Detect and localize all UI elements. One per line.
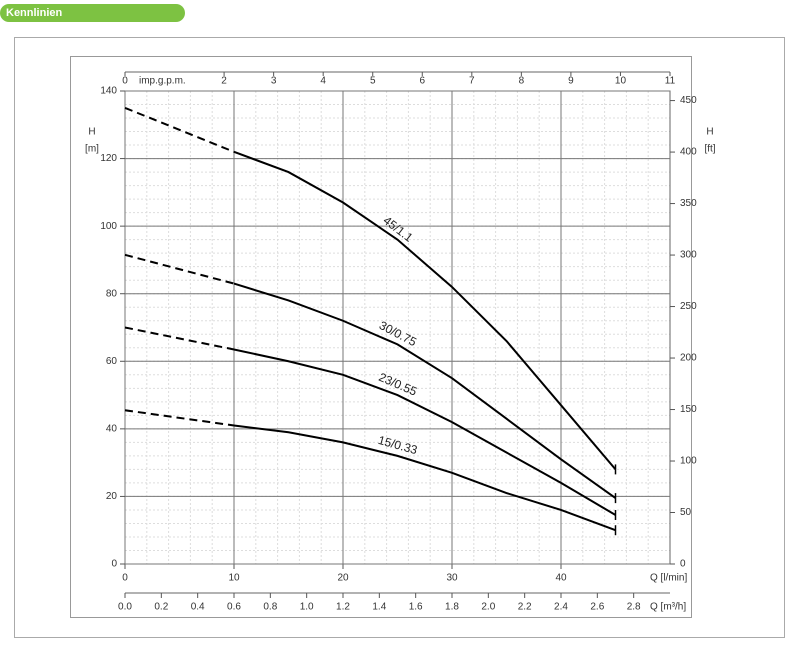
x2-tick-label: 2.8 (627, 602, 641, 613)
y2-tick-label: 250 (680, 301, 697, 312)
x2-tick-label: 2.0 (481, 602, 495, 613)
x2-tick-label: 0.6 (227, 602, 241, 613)
y-tick-label: 0 (111, 559, 117, 570)
curve-extrapolated (124, 106, 235, 153)
y-axis-label: H (88, 127, 95, 138)
x-tick-label: 30 (446, 573, 458, 584)
x3-tick-label: 6 (419, 76, 425, 87)
y2-tick-label: 300 (680, 250, 697, 261)
curve (233, 424, 616, 532)
y-tick-label: 140 (100, 86, 117, 97)
y2-tick-label: 350 (680, 198, 697, 209)
y-tick-label: 60 (106, 356, 118, 367)
y2-tick-label: 200 (680, 353, 697, 364)
x3-tick-label: 7 (469, 76, 475, 87)
x3-tick-label: 3 (271, 76, 277, 87)
x-tick-label: 0 (122, 573, 128, 584)
y2-tick-label: 150 (680, 404, 697, 415)
curve-label: 15/0.33 (377, 433, 420, 457)
inner-frame (70, 56, 692, 618)
x2-tick-label: 1.2 (336, 602, 350, 613)
x3-tick-label: 11 (665, 76, 676, 87)
x3-tick-label: 9 (568, 76, 574, 87)
x3-tick-label: 8 (519, 76, 525, 87)
y2-axis-label: H (706, 127, 713, 138)
x3-tick-label: 2 (221, 76, 227, 87)
y2-tick-label: 400 (680, 147, 697, 158)
curve-extrapolated (124, 409, 235, 427)
y2-tick-label: 450 (680, 95, 697, 106)
y-tick-label: 80 (106, 288, 118, 299)
x-tick-label: 40 (555, 573, 567, 584)
x-tick-label: 20 (337, 573, 349, 584)
y2-tick-label: 100 (680, 456, 697, 467)
curve (233, 282, 617, 499)
curve-extrapolated (124, 326, 235, 351)
x2-tick-label: 0.4 (191, 602, 205, 613)
y-tick-label: 120 (100, 153, 117, 164)
x2-tick-label: 0.2 (154, 602, 168, 613)
outer-frame (14, 37, 785, 638)
x3-axis-label: imp.g.p.m. (139, 76, 186, 87)
x2-tick-label: 1.8 (445, 602, 459, 613)
x2-tick-label: 2.6 (590, 602, 604, 613)
x2-tick-label: 1.0 (300, 602, 314, 613)
x-axis-label: Q [l/min] (650, 573, 687, 584)
curve (233, 348, 617, 516)
y2-axis-unit: [ft] (704, 144, 715, 155)
x2-tick-label: 2.4 (554, 602, 568, 613)
y-tick-label: 20 (106, 491, 118, 502)
x2-tick-label: 0.0 (118, 602, 132, 613)
x3-tick-label: 4 (320, 76, 326, 87)
x2-tick-label: 1.4 (372, 602, 386, 613)
curve (233, 150, 617, 471)
y-tick-label: 40 (106, 423, 118, 434)
x2-tick-label: 1.6 (409, 602, 423, 613)
x2-tick-label: 2.2 (518, 602, 532, 613)
y2-tick-label: 0 (680, 559, 686, 570)
header-tab (0, 4, 185, 22)
x2-axis-label: Q [m³/h] (650, 602, 686, 613)
y-tick-label: 100 (100, 221, 117, 232)
x-tick-label: 10 (228, 573, 240, 584)
x3-tick-label: 10 (615, 76, 627, 87)
x3-tick-label: 0 (122, 76, 128, 87)
x3-tick-label: 5 (370, 76, 376, 87)
curve-extrapolated (124, 253, 235, 285)
header-title: Kennlinien (6, 7, 63, 19)
y2-tick-label: 50 (680, 507, 692, 518)
x2-tick-label: 0.8 (263, 602, 277, 613)
y-axis-unit: [m] (85, 144, 99, 155)
